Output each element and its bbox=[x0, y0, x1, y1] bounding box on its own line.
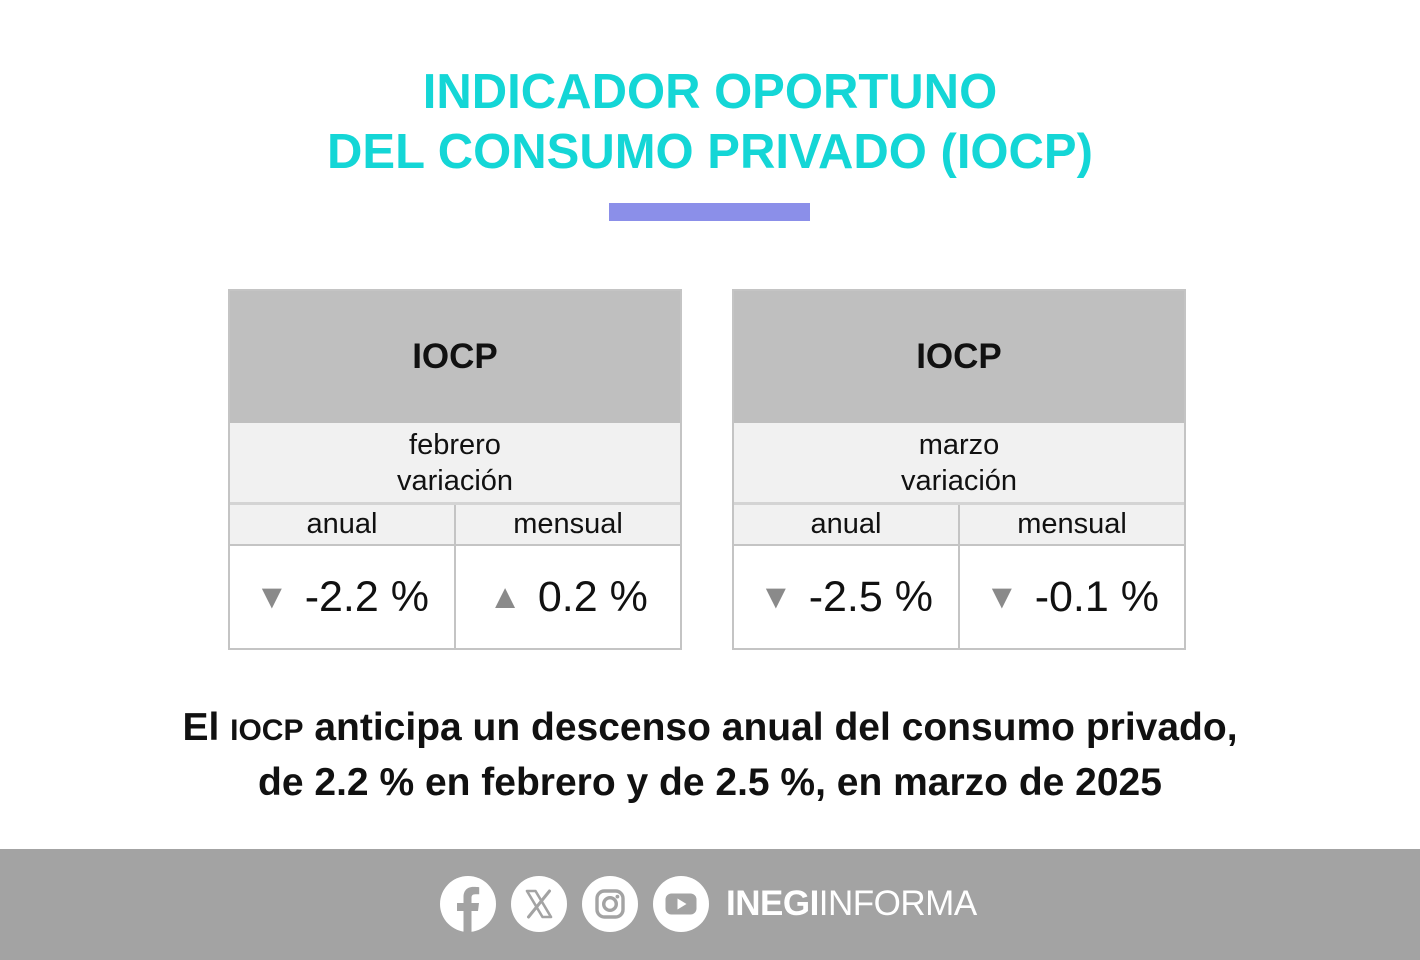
iocp-card-march: IOCP marzo variación anual mensual ▼ -2.… bbox=[732, 289, 1186, 650]
monthly-value: -0.1 % bbox=[1034, 572, 1159, 621]
title-line-1: INDICADOR OPORTUNO bbox=[422, 65, 998, 119]
annual-value: -2.5 % bbox=[808, 572, 933, 621]
title-accent-bar bbox=[609, 203, 810, 221]
down-arrow-icon: ▼ bbox=[255, 578, 289, 616]
card-values: ▼ -2.5 % ▼ -0.1 % bbox=[734, 546, 1184, 648]
down-arrow-icon: ▼ bbox=[985, 578, 1019, 616]
annual-value: -2.2 % bbox=[304, 572, 429, 621]
down-arrow-icon: ▼ bbox=[759, 578, 793, 616]
brand-light: INFORMA bbox=[818, 884, 977, 923]
column-annual: anual bbox=[810, 508, 882, 540]
column-monthly: mensual bbox=[454, 505, 680, 544]
card-month: febrero bbox=[409, 428, 501, 461]
card-period: febrero variación bbox=[230, 423, 680, 505]
facebook-icon[interactable] bbox=[440, 876, 496, 932]
card-column-headers: anual mensual bbox=[230, 505, 680, 546]
headline: El IOCP anticipa un descenso anual del c… bbox=[0, 702, 1420, 809]
iocp-card-february: IOCP febrero variación anual mensual ▼ -… bbox=[228, 289, 682, 650]
headline-acronym: IOCP bbox=[230, 714, 304, 747]
card-period: marzo variación bbox=[734, 423, 1184, 505]
card-month: marzo bbox=[918, 428, 1000, 461]
monthly-value-cell: ▼ -0.1 % bbox=[958, 546, 1184, 648]
card-header: IOCP bbox=[230, 291, 680, 423]
headline-line-2: de 2.2 % en febrero y de 2.5 %, en marzo… bbox=[258, 761, 1162, 804]
brand-bold: INEGI bbox=[726, 884, 819, 923]
up-arrow-icon: ▲ bbox=[488, 578, 522, 616]
brand-inegi-informa: INEGIINFORMA bbox=[726, 884, 977, 924]
youtube-icon[interactable] bbox=[653, 876, 709, 932]
instagram-icon[interactable] bbox=[582, 876, 638, 932]
footer: INEGIINFORMA bbox=[0, 849, 1420, 960]
card-subtitle: variación bbox=[396, 464, 514, 497]
card-values: ▼ -2.2 % ▲ 0.2 % bbox=[230, 546, 680, 648]
title-line-2: DEL CONSUMO PRIVADO (IOCP) bbox=[327, 125, 1093, 179]
page-title: INDICADOR OPORTUNO DEL CONSUMO PRIVADO (… bbox=[0, 62, 1420, 182]
card-subtitle: variación bbox=[900, 464, 1018, 497]
headline-part-1: El bbox=[182, 706, 231, 749]
monthly-value-cell: ▲ 0.2 % bbox=[454, 546, 680, 648]
column-annual: anual bbox=[306, 508, 378, 540]
headline-line-1: El IOCP anticipa un descenso anual del c… bbox=[0, 702, 1420, 757]
card-header: IOCP bbox=[734, 291, 1184, 423]
headline-part-2: anticipa un descenso anual del consumo p… bbox=[303, 706, 1238, 749]
monthly-value: 0.2 % bbox=[537, 572, 648, 621]
column-monthly: mensual bbox=[958, 505, 1184, 544]
annual-value-cell: ▼ -2.5 % bbox=[734, 546, 958, 648]
annual-value-cell: ▼ -2.2 % bbox=[230, 546, 454, 648]
card-column-headers: anual mensual bbox=[734, 505, 1184, 546]
x-icon[interactable] bbox=[511, 876, 567, 932]
